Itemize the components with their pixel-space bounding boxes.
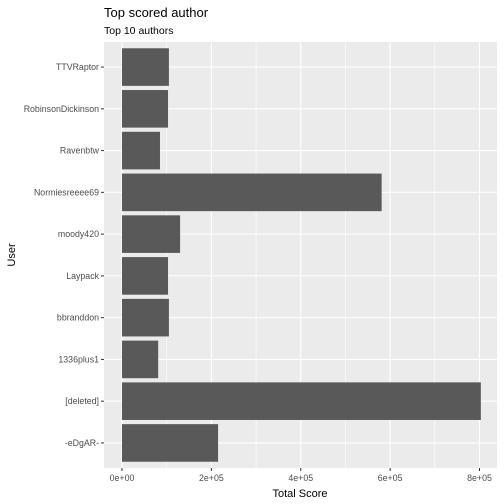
bars — [122, 48, 481, 462]
bar — [122, 48, 169, 86]
bar — [122, 131, 160, 170]
y-tick-label: moody420 — [58, 229, 99, 239]
y-tick-label: Laypack — [66, 271, 99, 281]
grid-major — [104, 42, 497, 468]
x-tick-label: 2e+05 — [199, 473, 224, 483]
bar — [122, 382, 481, 420]
y-tick-label: Ravenbtw — [60, 146, 100, 156]
x-tick-label: 4e+05 — [288, 473, 313, 483]
bar — [122, 257, 169, 295]
chart-subtitle: Top 10 authors — [104, 25, 173, 37]
y-tick-label: TTVRaptor — [56, 62, 99, 72]
y-axis: TTVRaptor RobinsonDickinson Ravenbtw Normie… — [24, 62, 104, 448]
bar — [122, 340, 159, 379]
x-axis: 0e+00 2e+05 4e+05 6e+05 8e+05 — [110, 468, 492, 483]
bar — [122, 90, 169, 128]
chart-title: Top scored author — [104, 5, 209, 20]
y-tick-label: 1336plus1 — [58, 354, 99, 364]
y-tick-label: -eDgAR- — [65, 438, 99, 448]
bar — [122, 298, 169, 337]
bar — [122, 424, 219, 462]
y-tick-label: bbranddon — [57, 313, 99, 323]
x-tick-label: 8e+05 — [467, 473, 492, 483]
x-tick-label: 6e+05 — [378, 473, 403, 483]
bar — [122, 173, 382, 212]
y-tick-label: Normiesreeee69 — [34, 187, 99, 197]
x-tick-label: 0e+00 — [110, 473, 135, 483]
y-tick-label: [deleted] — [65, 396, 99, 406]
y-axis-title: User — [6, 243, 18, 267]
y-tick-label: RobinsonDickinson — [24, 104, 99, 114]
bar — [122, 215, 181, 253]
x-axis-title: Total Score — [272, 488, 327, 500]
